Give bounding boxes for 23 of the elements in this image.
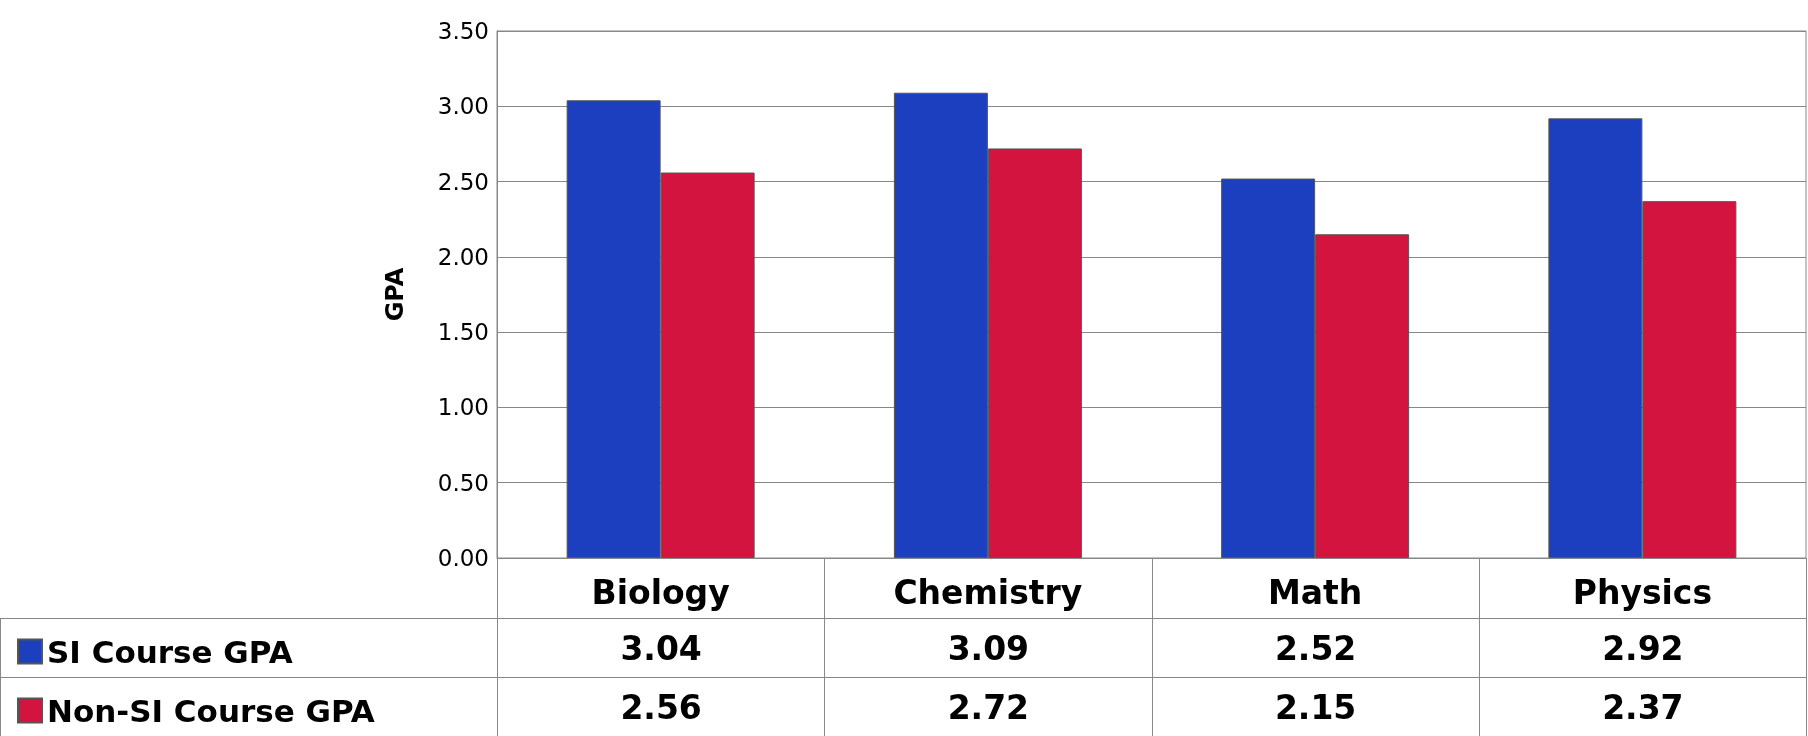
- y-tick-label: 2.50: [437, 168, 489, 195]
- data-label: 2.92: [1478, 618, 1807, 678]
- y-tick-label: 1.50: [437, 319, 489, 346]
- x-tick-label: Math: [1267, 573, 1363, 612]
- data-label: 2.15: [1151, 677, 1480, 736]
- x-tick-label: Physics: [1572, 573, 1713, 612]
- y-tick-label: 0.50: [437, 469, 489, 496]
- data-label: 3.09: [824, 618, 1153, 678]
- y-tick-label: 1.00: [437, 394, 489, 421]
- legend-label: SI Course GPA: [47, 633, 293, 670]
- y-tick-label: 3.00: [437, 93, 489, 120]
- y-tick-label: 0.00: [437, 545, 489, 571]
- y-tick-label: 3.50: [437, 18, 489, 44]
- data-label: 2.72: [824, 677, 1153, 736]
- data-label: 2.52: [1151, 618, 1480, 678]
- data-label: 2.56: [497, 677, 826, 736]
- y-axis-title: GPA: [381, 267, 409, 322]
- data-label: 3.04: [497, 618, 826, 678]
- y-tick-label: 2.00: [437, 243, 489, 270]
- data-label: 2.37: [1478, 677, 1807, 736]
- x-tick-label: Chemistry: [893, 573, 1083, 612]
- x-tick-label: Biology: [591, 573, 730, 612]
- legend-label: Non-SI Course GPA: [47, 692, 375, 729]
